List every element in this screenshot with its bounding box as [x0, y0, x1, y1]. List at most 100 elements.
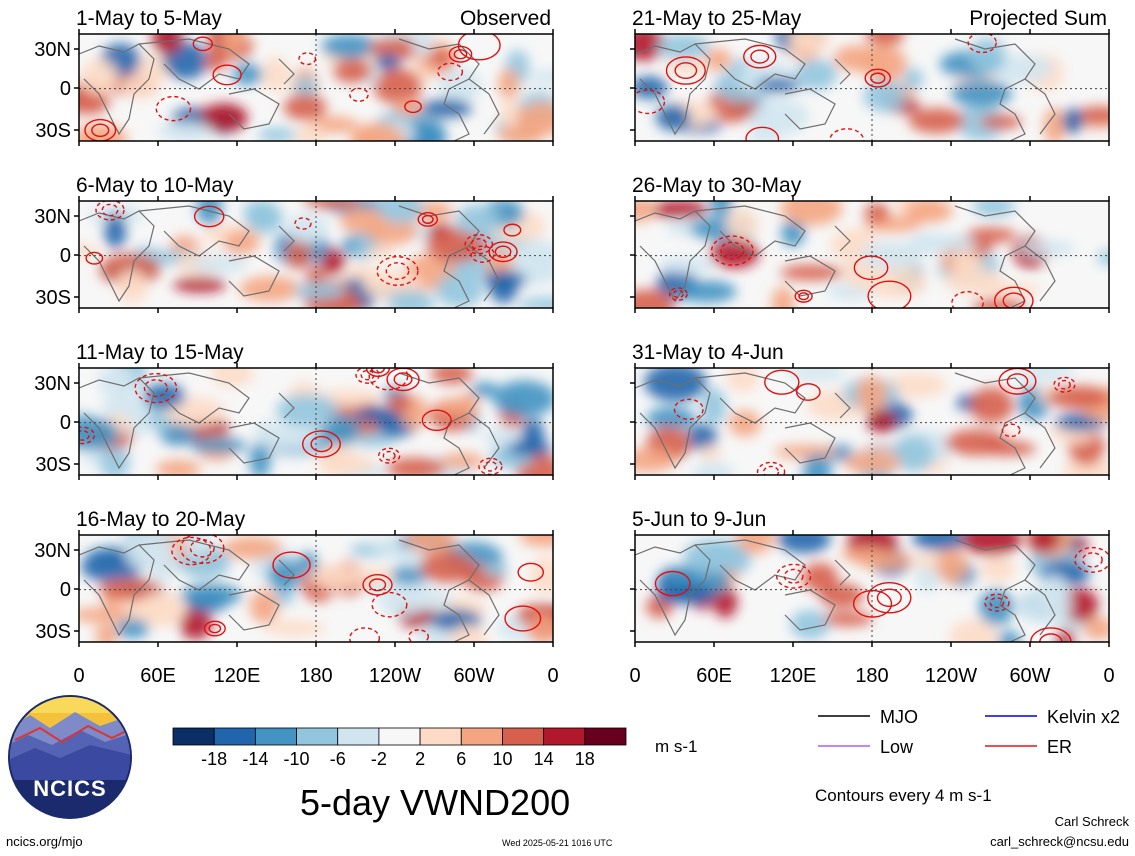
anomaly-cell [949, 619, 998, 642]
panel-4: 30N 0 30S 16-May to 20-May [34, 508, 554, 647]
er-contour [867, 280, 912, 308]
anomaly-cell [258, 423, 321, 452]
panel-8: 5-Jun to 9-Jun [630, 508, 1110, 647]
anomaly-cell [726, 368, 759, 393]
panel-period-label: 21-May to 25-May [632, 7, 802, 30]
anomaly-cell [293, 282, 346, 300]
er-contour [349, 627, 381, 642]
anomaly-cell [966, 227, 1017, 243]
er-contour [488, 241, 518, 263]
timestamp: Wed 2025-05-21 1016 UTC [502, 838, 613, 848]
legend-label: ER [1047, 737, 1072, 757]
anomaly-cell [457, 392, 479, 420]
colorbar-tick-label: -18 [201, 749, 227, 769]
er-contour [298, 52, 317, 66]
er-contour [448, 45, 473, 63]
anomaly-cell [188, 437, 248, 453]
anomaly-cell [635, 201, 657, 223]
er-contour [743, 44, 777, 69]
anomaly-cell [249, 589, 280, 624]
anomaly-cell [635, 448, 677, 473]
anomaly-cell [725, 208, 759, 241]
er-contour [193, 205, 225, 228]
colorbar-tick-label: 14 [534, 749, 554, 769]
anomaly-cell [709, 201, 733, 218]
figure-title: 5-day VWND200 [300, 782, 571, 823]
anomaly-cell [373, 68, 422, 105]
colorbar-swatch [460, 727, 503, 746]
x-tick-label: 120W [369, 665, 421, 687]
panels-layer: 30N 0 30S 1-May to 5-May Observed 30N 0 30S 6-Ma… [34, 7, 1110, 647]
coastline [79, 544, 155, 637]
anomaly-cell [262, 56, 290, 93]
anomaly-cell [866, 410, 898, 433]
anomaly-cell [204, 52, 227, 71]
coastlines [635, 205, 1056, 308]
anomaly-cell [705, 48, 732, 71]
panel-period-label: 5-Jun to 9-Jun [632, 508, 766, 531]
er-contour [710, 235, 754, 266]
er-contour [143, 379, 168, 398]
anomaly-cell [388, 565, 428, 585]
coastline [834, 58, 851, 85]
er-contour [91, 123, 110, 138]
er-contour [870, 72, 886, 84]
website-link[interactable]: ncics.org/mjo [6, 834, 83, 849]
panel-2: 30N 0 30S 6-May to 10-May [34, 174, 554, 313]
x-tick-label: 0 [547, 665, 558, 687]
author-name: Carl Schreck [1054, 814, 1129, 829]
anomaly-cell [157, 121, 213, 141]
anomaly-cell [790, 609, 830, 640]
anomaly-cell [884, 372, 948, 398]
anomaly-cell [822, 611, 874, 627]
coastline [784, 589, 836, 631]
contour-note: Contours every 4 m s-1 [815, 786, 992, 805]
anomaly-cell [1016, 586, 1072, 625]
colorbar-swatch [502, 727, 545, 746]
coastline [1024, 245, 1056, 302]
er-contour [494, 245, 512, 259]
coastline [694, 539, 806, 591]
x-tick-label: 120W [925, 665, 977, 687]
y-tick-label: 0 [60, 78, 71, 100]
panel-period-label: 31-May to 4-Jun [632, 341, 784, 364]
anomaly-cell [969, 387, 1014, 424]
er-contour [517, 562, 545, 582]
anomaly-cell [904, 201, 953, 223]
panel-field [79, 201, 553, 308]
coastline [834, 225, 851, 252]
anomaly-cell [497, 68, 520, 99]
anomaly-cell [936, 548, 969, 584]
coastline [398, 372, 480, 475]
anomaly-cell [756, 77, 801, 93]
coastline [468, 412, 500, 469]
coastline [635, 210, 711, 303]
er-contour [310, 435, 333, 453]
coastline [79, 377, 155, 470]
anomaly-cell [950, 80, 1013, 108]
er-contour [504, 605, 542, 632]
coastlines [79, 38, 500, 141]
panel-5: 21-May to 25-May Projected Sum [630, 7, 1110, 146]
er-contour [377, 447, 401, 464]
coastline [79, 210, 155, 303]
anomaly-cell [79, 90, 110, 115]
anomaly-field [79, 34, 553, 141]
coastlines [635, 372, 1056, 475]
anomaly-cell [1097, 250, 1109, 266]
x-tick-label: 120E [770, 665, 817, 687]
anomaly-cell [483, 427, 523, 448]
er-contour [208, 623, 222, 634]
coastline [1024, 412, 1056, 469]
anomaly-cell [294, 76, 318, 98]
coastline [635, 377, 711, 470]
panel-field [79, 368, 553, 475]
er-contour [756, 461, 786, 475]
anomaly-cell [529, 69, 553, 85]
er-contour [155, 95, 192, 122]
anomaly-field [635, 34, 1109, 141]
anomaly-cell [951, 250, 982, 273]
anomaly-cell [295, 122, 325, 141]
anomaly-cell [676, 280, 737, 303]
anomaly-cell [320, 248, 346, 275]
